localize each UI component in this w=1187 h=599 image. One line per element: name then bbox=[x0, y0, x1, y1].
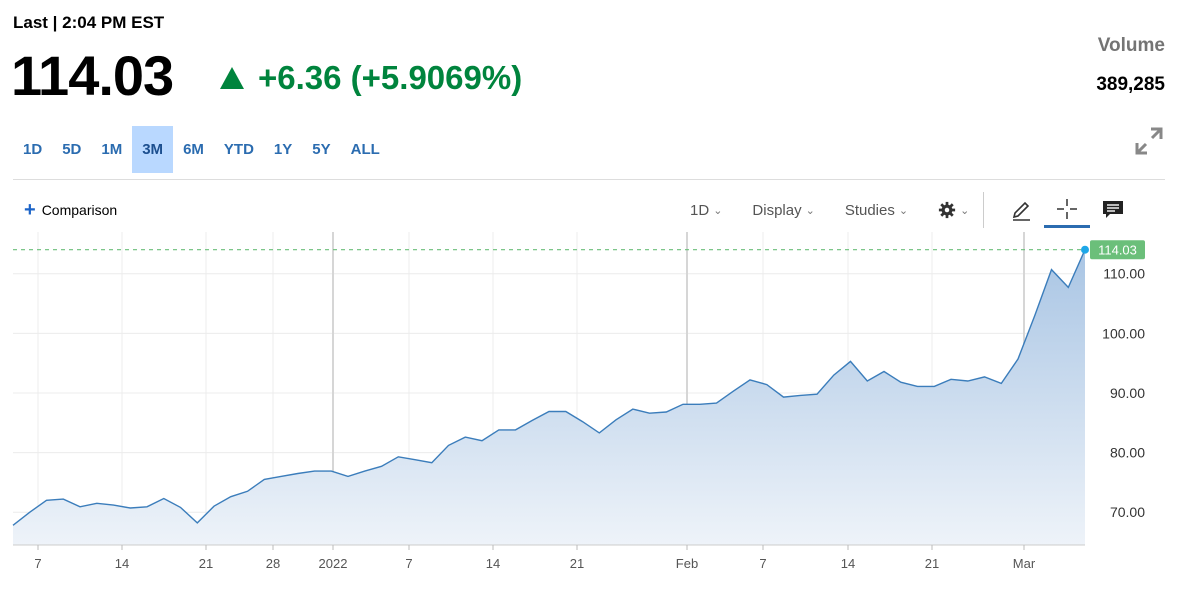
x-tick-label: 2022 bbox=[319, 556, 348, 571]
comparison-label: Comparison bbox=[41, 202, 118, 218]
studies-label: Studies bbox=[844, 201, 895, 219]
last-update-label: Last | 2:04 PM EST bbox=[13, 13, 165, 32]
volume-label: Volume bbox=[1097, 35, 1165, 56]
volume-value: 389,285 bbox=[1096, 74, 1165, 95]
x-tick-label: 21 bbox=[570, 556, 584, 571]
range-button-5y[interactable]: 5Y bbox=[312, 141, 331, 158]
range-button-all[interactable]: ALL bbox=[350, 141, 380, 158]
range-button-1m[interactable]: 1M bbox=[101, 141, 123, 158]
x-tick-label: 14 bbox=[841, 556, 855, 571]
crosshair-icon bbox=[1057, 198, 1078, 219]
y-tick-label: 80.00 bbox=[1110, 445, 1145, 461]
range-button-6m[interactable]: 6M bbox=[183, 141, 204, 158]
comment-button[interactable] bbox=[1090, 192, 1136, 228]
chevron-down-icon: ⌄ bbox=[805, 204, 815, 217]
chevron-down-icon: ⌄ bbox=[713, 204, 723, 217]
y-tick-label: 90.00 bbox=[1110, 385, 1145, 401]
range-button-3m[interactable]: 3M bbox=[132, 126, 174, 173]
interval-label: 1D bbox=[690, 201, 710, 219]
gear-icon bbox=[938, 201, 956, 219]
price-change: +6.36 (+5.9069%) bbox=[220, 58, 522, 98]
last-price-point bbox=[1081, 245, 1089, 254]
settings-dropdown[interactable]: ⌄ bbox=[938, 201, 969, 219]
price-chart[interactable]: 7 14 21 28 2022 7 14 21 Feb 7 14 21 Mar 70.00 80.00 90… bbox=[0, 232, 1187, 599]
range-button-ytd[interactable]: YTD bbox=[223, 141, 254, 158]
y-tick-label: 110.00 bbox=[1103, 266, 1145, 282]
x-tick-label: 7 bbox=[759, 556, 766, 571]
x-tick-label: 14 bbox=[115, 556, 129, 571]
range-button-1y[interactable]: 1Y bbox=[273, 141, 293, 158]
x-tick-label: 21 bbox=[199, 556, 213, 571]
draw-button[interactable] bbox=[998, 192, 1044, 228]
x-tick-label: 28 bbox=[266, 556, 280, 571]
chart-toolbar: 1D ⌄ Display ⌄ Studies ⌄ ⌄ bbox=[690, 192, 1136, 228]
chevron-down-icon: ⌄ bbox=[960, 204, 970, 217]
range-selector: 1D 5D 1M 3M 6M YTD 1Y 5Y ALL bbox=[13, 126, 390, 173]
display-label: Display bbox=[752, 201, 802, 219]
comparison-button[interactable]: + Comparison bbox=[24, 199, 118, 221]
display-dropdown[interactable]: Display ⌄ bbox=[752, 202, 814, 219]
x-tick-label: 14 bbox=[486, 556, 500, 571]
interval-dropdown[interactable]: 1D ⌄ bbox=[690, 202, 722, 219]
range-button-5d[interactable]: 5D bbox=[62, 141, 82, 158]
range-button-1d[interactable]: 1D bbox=[23, 141, 43, 158]
crosshair-button[interactable] bbox=[1044, 192, 1091, 228]
y-tick-label: 70.00 bbox=[1110, 504, 1145, 520]
x-tick-label: Feb bbox=[676, 556, 698, 571]
last-price-badge-label: 114.03 bbox=[1098, 243, 1137, 258]
x-tick-label: 21 bbox=[925, 556, 939, 571]
comment-icon bbox=[1103, 201, 1124, 218]
last-price-badge bbox=[1090, 240, 1145, 260]
up-arrow-icon bbox=[220, 67, 244, 89]
studies-dropdown[interactable]: Studies ⌄ bbox=[845, 202, 908, 219]
y-tick-label: 100.00 bbox=[1102, 325, 1145, 341]
x-tick-label: 7 bbox=[34, 556, 41, 571]
x-tick-label: 7 bbox=[405, 556, 412, 571]
expand-icon[interactable] bbox=[1133, 125, 1165, 157]
header-divider bbox=[13, 179, 1165, 180]
pencil-icon bbox=[1013, 201, 1031, 221]
last-price: 114.03 bbox=[11, 44, 174, 107]
toolbar-divider bbox=[983, 192, 985, 228]
price-change-value: +6.36 (+5.9069%) bbox=[258, 59, 523, 96]
x-tick-label: Mar bbox=[1013, 556, 1036, 571]
price-line bbox=[12, 249, 1086, 526]
plus-icon: + bbox=[24, 199, 36, 221]
chevron-down-icon: ⌄ bbox=[898, 204, 909, 217]
price-area bbox=[13, 249, 1085, 545]
